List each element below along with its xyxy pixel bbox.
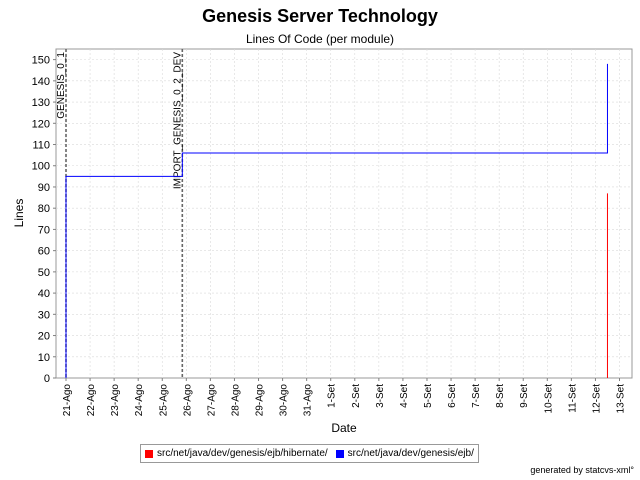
legend-item: src/net/java/dev/genesis/ejb/ (335, 448, 474, 459)
y-tick-label: 30 (38, 309, 50, 321)
x-tick-label: 9-Set (519, 384, 530, 408)
y-tick-label: 60 (38, 246, 50, 258)
y-tick-label: 40 (38, 288, 50, 300)
legend-item: src/net/java/dev/genesis/ejb/hibernate/ (145, 448, 328, 459)
series-lines (65, 63, 608, 378)
x-tick-label: 31-Ago (303, 384, 314, 417)
y-tick-label: 20 (38, 331, 50, 343)
chart-title: Genesis Server Technology (202, 6, 438, 26)
x-tick-label: 2-Set (351, 384, 362, 408)
y-tick-label: 140 (32, 76, 50, 88)
axes: 0 10 20 30 40 50 60 70 80 90 100 110 120 130 140 150 21-… (32, 55, 627, 417)
y-tick-label: 80 (38, 203, 50, 215)
y-tick-label: 150 (32, 55, 50, 67)
y-tick-label: 120 (32, 118, 50, 130)
y-tick-label: 10 (38, 352, 50, 364)
x-tick-label: 12-Set (591, 384, 602, 414)
markers: GENESIS_0_1 IMPORT_GENESIS_0_2_DEV (56, 49, 183, 378)
x-tick-label: 25-Ago (158, 384, 169, 417)
x-tick-label: 23-Ago (110, 384, 121, 417)
x-tick-label: 26-Ago (182, 384, 193, 417)
x-tick-label: 1-Set (327, 384, 338, 408)
grid (56, 49, 632, 378)
x-tick-label: 30-Ago (279, 384, 290, 417)
marker-label: GENESIS_0_1 (56, 52, 67, 119)
x-tick-label: 13-Set (616, 384, 627, 414)
x-tick-label: 28-Ago (230, 384, 241, 417)
x-tick-label: 24-Ago (134, 384, 145, 417)
y-tick-label: 130 (32, 97, 50, 109)
x-tick-label: 5-Set (423, 384, 434, 408)
x-tick-label: 29-Ago (255, 384, 266, 417)
x-tick-label: 22-Ago (86, 384, 97, 417)
chart-subtitle: Lines Of Code (per module) (245, 32, 395, 46)
y-tick-label: 0 (44, 373, 50, 385)
legend-label: src/net/java/dev/genesis/ejb/ (347, 448, 474, 459)
y-tick-label: 90 (38, 182, 50, 194)
x-tick-label: 10-Set (543, 384, 554, 414)
series-line-1 (65, 63, 608, 378)
legend-swatch-blue (335, 449, 344, 458)
generator-credit: generated by statcvs-xml° (530, 465, 634, 475)
x-tick-label: 7-Set (471, 384, 482, 408)
plot-area (55, 48, 633, 379)
x-tick-label: 6-Set (447, 384, 458, 408)
legend-swatch-red (145, 449, 153, 458)
marker-label: IMPORT_GENESIS_0_2_DEV (172, 52, 183, 189)
x-tick-label: 21-Ago (62, 384, 73, 417)
x-tick-label: 3-Set (375, 384, 386, 408)
legend: src/net/java/dev/genesis/ejb/hibernate/ … (140, 444, 479, 463)
legend-label: src/net/java/dev/genesis/ejb/hibernate/ (157, 448, 328, 459)
x-tick-label: 8-Set (495, 384, 506, 408)
y-tick-label: 50 (38, 267, 50, 279)
y-axis-label: Lines (12, 199, 26, 228)
y-tick-label: 70 (38, 224, 50, 236)
y-tick-label: 110 (32, 140, 50, 152)
x-tick-label: 11-Set (567, 384, 578, 413)
y-tick-label: 100 (32, 161, 50, 173)
x-tick-label: 4-Set (399, 384, 410, 408)
x-axis-label: Date (331, 421, 357, 435)
x-tick-label: 27-Ago (206, 384, 217, 417)
